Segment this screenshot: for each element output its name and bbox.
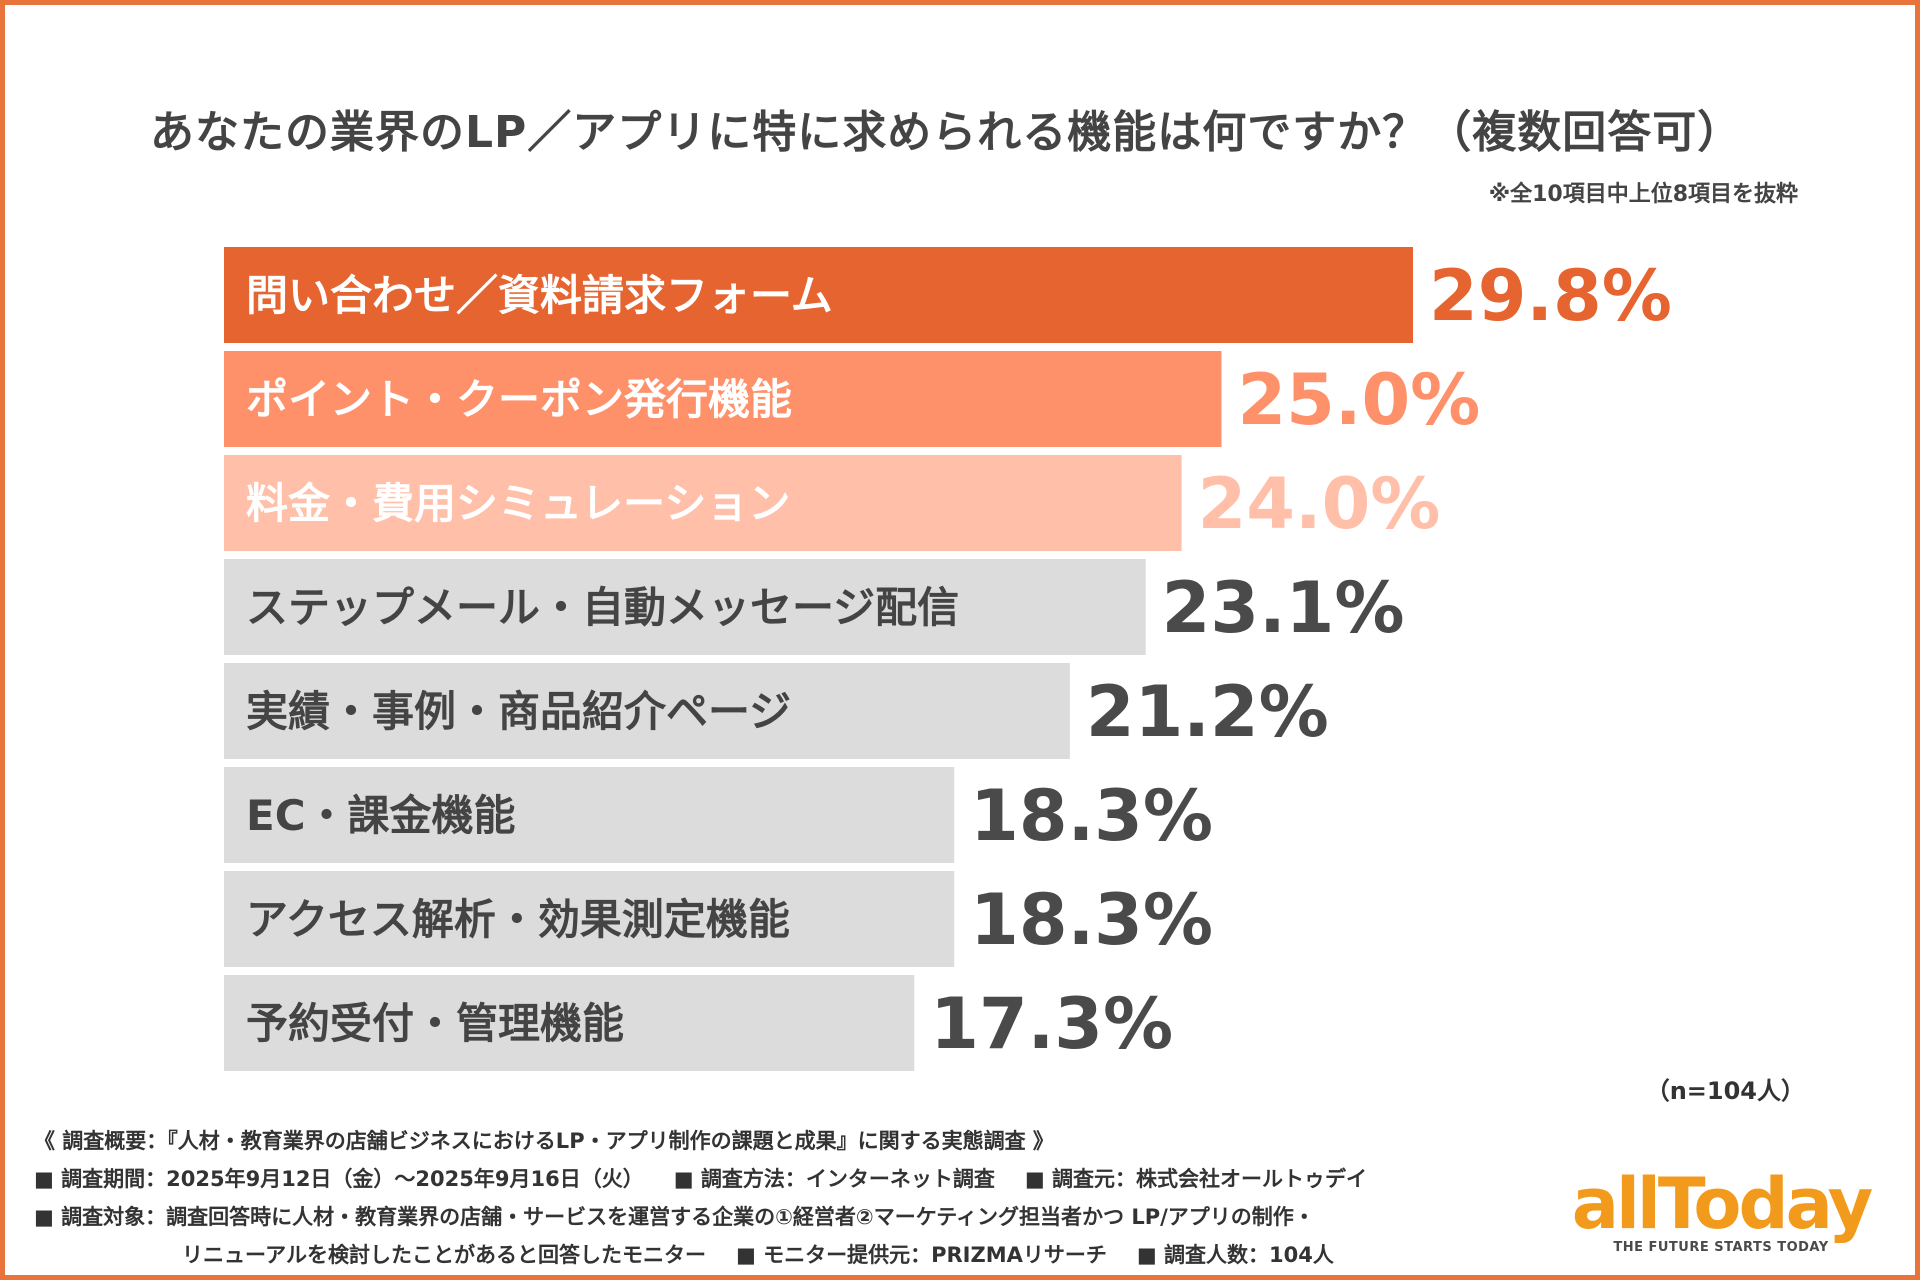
bar-chart: 問い合わせ／資料請求フォーム 29.8% ポイント・クーポン発行機能 25.0% 料金・…	[224, 247, 1672, 1071]
bar-3	[224, 455, 1182, 551]
survey-provider: ■ モニター提供元：PRIZMAリサーチ	[735, 1243, 1107, 1267]
bar-label-4: ステップメール・自動メッセージ配信	[246, 583, 959, 632]
bar-2	[224, 351, 1222, 447]
survey-target-cont: リニューアルを検討したことがあると回答したモニター	[182, 1243, 706, 1267]
bar-5	[224, 663, 1070, 759]
value-label-1: 29.8%	[1429, 255, 1672, 337]
survey-period: ■ 調査期間：2025年9月12日（金）〜2025年9月16日（火）	[34, 1167, 644, 1191]
survey-footer: 《 調査概要：『人材・教育業界の店舗ビジネスにおけるLP・アプリ制作の課題と成果…	[34, 1122, 1554, 1274]
bar-1	[224, 247, 1413, 343]
survey-meta-row-1: ■ 調査期間：2025年9月12日（金）〜2025年9月16日（火） ■ 調査方法…	[34, 1160, 1554, 1198]
value-label-3: 24.0%	[1198, 463, 1441, 545]
bar-4	[224, 559, 1146, 655]
survey-source: ■ 調査元：株式会社オールトゥデイ	[1024, 1167, 1368, 1191]
value-label-7: 18.3%	[970, 879, 1213, 961]
bar-label-1: 問い合わせ／資料請求フォーム	[246, 271, 833, 320]
bar-7	[224, 871, 955, 967]
chart-title: あなたの業界のLP／アプリに特に求められる機能は何ですか？（複数回答可）	[150, 107, 1743, 158]
bar-label-6: EC・課金機能	[246, 791, 516, 840]
bar-label-8: 予約受付・管理機能	[246, 999, 624, 1048]
survey-target: ■ 調査対象：調査回答時に人材・教育業界の店舗・サービスを運営する企業の①経営者…	[34, 1205, 1315, 1229]
value-label-2: 25.0%	[1237, 359, 1480, 441]
bar-6	[224, 767, 955, 863]
logo-wordmark: allToday	[1571, 1163, 1874, 1245]
bar-label-7: アクセス解析・効果測定機能	[246, 895, 790, 944]
survey-count: ■ 調査人数：104人	[1136, 1243, 1334, 1267]
value-label-5: 21.2%	[1086, 671, 1329, 753]
survey-meta-row-2: リニューアルを検討したことがあると回答したモニター ■ モニター提供元：PRIZM…	[34, 1236, 1554, 1274]
value-label-6: 18.3%	[970, 775, 1213, 857]
alltoday-logo: allToday THE FUTURE STARTS TODAY	[1566, 1168, 1876, 1255]
value-label-8: 17.3%	[930, 983, 1173, 1065]
value-label-4: 23.1%	[1162, 567, 1405, 649]
bar-label-3: 料金・費用シミュレーション	[246, 479, 790, 528]
sample-size-note: （n=104人）	[1645, 1077, 1805, 1105]
bar-label-5: 実績・事例・商品紹介ページ	[246, 687, 791, 736]
bar-label-2: ポイント・クーポン発行機能	[246, 375, 792, 424]
logo-tagline: THE FUTURE STARTS TODAY	[1613, 1240, 1829, 1255]
survey-summary: 《 調査概要：『人材・教育業界の店舗ビジネスにおけるLP・アプリ制作の課題と成果…	[34, 1129, 1054, 1153]
bar-8	[224, 975, 915, 1071]
chart-subnote: ※全10項目中上位8項目を抜粋	[1488, 182, 1798, 207]
survey-method: ■ 調査方法：インターネット調査	[673, 1167, 995, 1191]
